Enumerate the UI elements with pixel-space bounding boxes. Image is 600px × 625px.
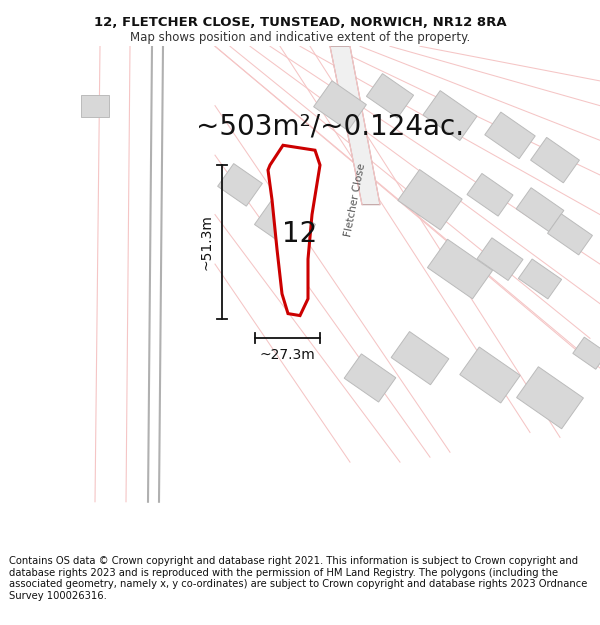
Polygon shape — [548, 214, 592, 255]
Polygon shape — [81, 95, 109, 116]
Polygon shape — [218, 164, 262, 206]
Text: Fletcher Close: Fletcher Close — [343, 162, 367, 238]
Polygon shape — [423, 91, 477, 141]
Polygon shape — [367, 74, 413, 118]
Polygon shape — [344, 354, 396, 402]
Polygon shape — [467, 174, 513, 216]
Polygon shape — [330, 46, 380, 204]
Text: Contains OS data © Crown copyright and database right 2021. This information is : Contains OS data © Crown copyright and d… — [9, 556, 587, 601]
Text: ~503m²/~0.124ac.: ~503m²/~0.124ac. — [196, 112, 464, 141]
Polygon shape — [254, 196, 316, 253]
Polygon shape — [314, 81, 367, 131]
Text: 12, FLETCHER CLOSE, TUNSTEAD, NORWICH, NR12 8RA: 12, FLETCHER CLOSE, TUNSTEAD, NORWICH, N… — [94, 16, 506, 29]
Polygon shape — [268, 145, 320, 316]
Polygon shape — [518, 259, 562, 299]
Text: 12: 12 — [283, 221, 317, 248]
Polygon shape — [485, 112, 535, 159]
Polygon shape — [398, 169, 462, 230]
Polygon shape — [530, 138, 580, 183]
Polygon shape — [517, 367, 583, 429]
Polygon shape — [427, 239, 493, 299]
Polygon shape — [391, 331, 449, 385]
Text: Map shows position and indicative extent of the property.: Map shows position and indicative extent… — [130, 31, 470, 44]
Text: ~27.3m: ~27.3m — [260, 348, 316, 362]
Text: ~51.3m: ~51.3m — [200, 214, 214, 270]
Polygon shape — [477, 238, 523, 281]
Polygon shape — [516, 188, 564, 231]
Polygon shape — [460, 347, 520, 403]
Polygon shape — [573, 337, 600, 369]
